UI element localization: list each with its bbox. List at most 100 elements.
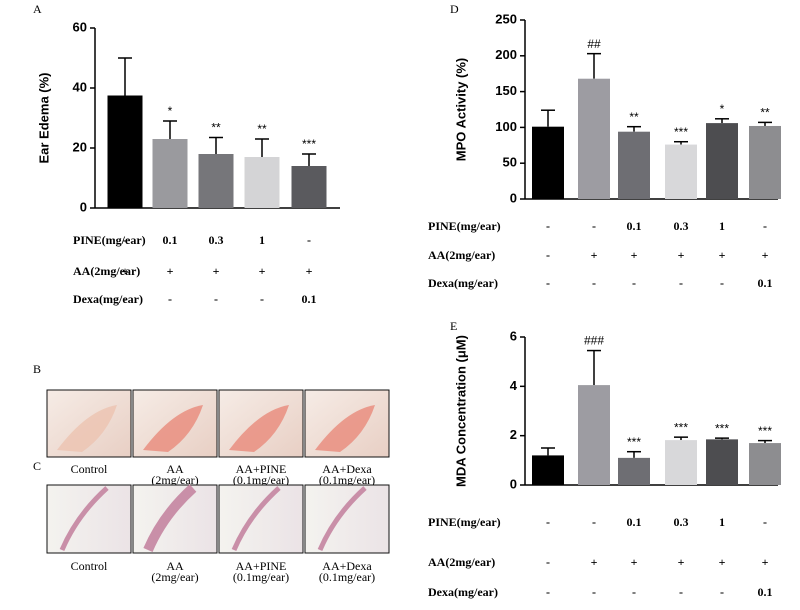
treatment-cell: 0.1	[758, 276, 773, 290]
significance-label: **	[760, 106, 770, 120]
photo	[218, 484, 304, 554]
treatment-label: AA(2mg/ear)	[428, 248, 495, 262]
ear	[315, 405, 375, 452]
treatment-cell: -	[260, 292, 264, 306]
treatment-cell: 0.1	[627, 219, 642, 233]
treatment-cell: -	[720, 585, 724, 599]
photo-caption: (0.1mg/ear)	[233, 473, 289, 487]
treatment-label: Dexa(mg/ear)	[73, 292, 143, 306]
photo-caption: (0.1mg/ear)	[319, 473, 375, 487]
photo	[46, 484, 132, 554]
photo-caption: AA+Dexa	[322, 559, 372, 573]
panel-label: B	[33, 362, 41, 376]
significance-label: ***	[674, 125, 688, 139]
y-tick-label: 40	[73, 79, 87, 94]
y-tick-label: 6	[510, 328, 517, 343]
treatment-cell: -	[307, 233, 311, 247]
tissue	[59, 486, 109, 551]
bar	[665, 144, 697, 199]
bar	[244, 157, 280, 208]
bar	[749, 125, 781, 199]
significance-label: ***	[715, 421, 729, 435]
treatment-cell: +	[678, 248, 685, 262]
treatment-cell: +	[259, 264, 266, 278]
treatment-cell: -	[592, 276, 596, 290]
photo-caption: AA	[166, 559, 184, 573]
tissue	[231, 486, 281, 551]
treatment-cell: 0.3	[674, 219, 689, 233]
treatment-cell: -	[632, 276, 636, 290]
y-tick-label: 0	[510, 190, 517, 205]
treatment-cell: -	[546, 276, 550, 290]
y-tick-label: 250	[495, 11, 517, 26]
bar	[578, 78, 610, 199]
photo-caption: AA+PINE	[236, 559, 287, 573]
treatment-label: PINE(mg/ear)	[428, 219, 501, 233]
bar	[532, 455, 564, 485]
treatment-label: Dexa(mg/ear)	[428, 276, 498, 290]
treatment-cell: +	[719, 248, 726, 262]
y-axis-label: Ear Edema (%)	[36, 72, 51, 163]
photo-caption: (2mg/ear)	[151, 570, 198, 584]
significance-label: ***	[758, 424, 772, 438]
treatment-cell: -	[546, 585, 550, 599]
significance-label: **	[257, 122, 267, 136]
photo-caption: AA+PINE	[236, 462, 287, 476]
panel-label: A	[33, 2, 42, 16]
treatment-cell: 1	[719, 219, 725, 233]
bar	[198, 154, 234, 208]
treatment-cell: +	[213, 264, 220, 278]
treatment-cell: +	[122, 264, 129, 278]
bar	[618, 131, 650, 199]
treatment-cell: -	[546, 515, 550, 529]
photo-caption: Control	[71, 559, 108, 573]
photo	[132, 484, 218, 554]
y-tick-label: 150	[495, 83, 517, 98]
y-tick-label: 50	[503, 155, 517, 170]
significance-label: *	[168, 104, 173, 118]
ear	[143, 405, 203, 452]
significance-label: ###	[584, 334, 604, 348]
y-tick-label: 0	[510, 476, 517, 491]
treatment-cell: -	[763, 219, 767, 233]
treatment-cell: +	[591, 248, 598, 262]
treatment-cell: 1	[259, 233, 265, 247]
y-tick-label: 60	[73, 19, 87, 34]
treatment-label: AA(2mg/ear)	[73, 264, 140, 278]
photo-caption: (0.1mg/ear)	[319, 570, 375, 584]
panel-label: C	[33, 459, 41, 473]
treatment-cell: 0.1	[627, 515, 642, 529]
treatment-cell: -	[632, 585, 636, 599]
significance-label: ##	[587, 37, 601, 51]
treatment-cell: 0.3	[674, 515, 689, 529]
y-tick-label: 100	[495, 119, 517, 134]
treatment-cell: +	[306, 264, 313, 278]
treatment-cell: -	[168, 292, 172, 306]
treatment-cell: -	[592, 585, 596, 599]
treatment-cell: -	[592, 219, 596, 233]
bar	[618, 457, 650, 485]
treatment-cell: -	[214, 292, 218, 306]
treatment-cell: -	[592, 515, 596, 529]
y-tick-label: 20	[73, 139, 87, 154]
y-axis-label: MPO Activity (%)	[453, 58, 468, 162]
treatment-cell: +	[678, 555, 685, 569]
treatment-cell: -	[679, 276, 683, 290]
treatment-cell: +	[631, 555, 638, 569]
treatment-cell: 0.1	[163, 233, 178, 247]
treatment-cell: +	[719, 555, 726, 569]
ear	[229, 405, 289, 452]
ear	[57, 405, 117, 452]
treatment-cell: -	[123, 233, 127, 247]
significance-label: ***	[674, 420, 688, 434]
photo-caption: (2mg/ear)	[151, 473, 198, 487]
bar	[706, 439, 738, 485]
treatment-cell: 0.1	[302, 292, 317, 306]
treatment-cell: -	[763, 515, 767, 529]
bar	[532, 126, 564, 199]
y-tick-label: 4	[510, 378, 518, 393]
panel-label: E	[450, 319, 457, 333]
treatment-cell: -	[546, 248, 550, 262]
tissue	[143, 484, 197, 553]
significance-label: **	[211, 121, 221, 135]
